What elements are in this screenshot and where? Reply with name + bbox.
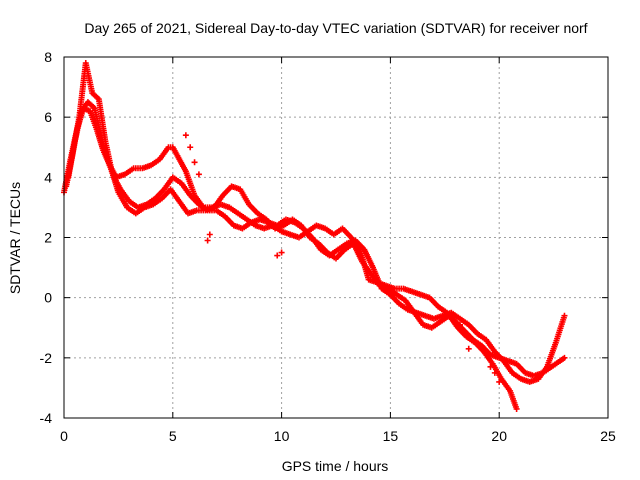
y-axis-label: SDTVAR / TECUs — [7, 182, 23, 294]
y-tick-label: -4 — [40, 410, 53, 426]
y-tick-label: 0 — [44, 290, 52, 306]
x-tick-label: 25 — [600, 428, 616, 444]
data-point — [274, 252, 281, 259]
x-tick-label: 10 — [274, 428, 290, 444]
x-tick-label: 15 — [383, 428, 399, 444]
x-tick-label: 5 — [169, 428, 177, 444]
y-tick-label: 2 — [44, 230, 52, 246]
data-point — [465, 345, 472, 352]
data-point — [496, 378, 503, 385]
data-point — [513, 405, 520, 412]
data-points — [61, 60, 568, 412]
x-tick-label: 0 — [60, 428, 68, 444]
data-point — [182, 132, 189, 139]
data-point — [487, 363, 494, 370]
axis-ticks: 0 5 10 15 20 25 -4 -2 0 2 4 6 8 — [40, 49, 616, 444]
y-tick-label: 8 — [44, 49, 52, 65]
grid — [64, 57, 608, 418]
x-tick-label: 20 — [491, 428, 507, 444]
data-point — [278, 249, 285, 256]
data-point — [561, 312, 568, 319]
plot-frame — [63, 56, 609, 419]
y-tick-label: 4 — [44, 169, 52, 185]
data-point — [187, 144, 194, 151]
y-tick-label: -2 — [40, 350, 53, 366]
data-point — [561, 354, 568, 361]
data-point — [206, 231, 213, 238]
chart-title: Day 265 of 2021, Sidereal Day-to-day VTE… — [84, 20, 587, 36]
y-tick-label: 6 — [44, 109, 52, 125]
data-point — [491, 369, 498, 376]
data-point — [204, 237, 211, 244]
x-axis-label: GPS time / hours — [282, 458, 389, 474]
data-point — [461, 330, 468, 337]
data-point — [195, 171, 202, 178]
data-point — [191, 159, 198, 166]
data-point — [457, 321, 464, 328]
